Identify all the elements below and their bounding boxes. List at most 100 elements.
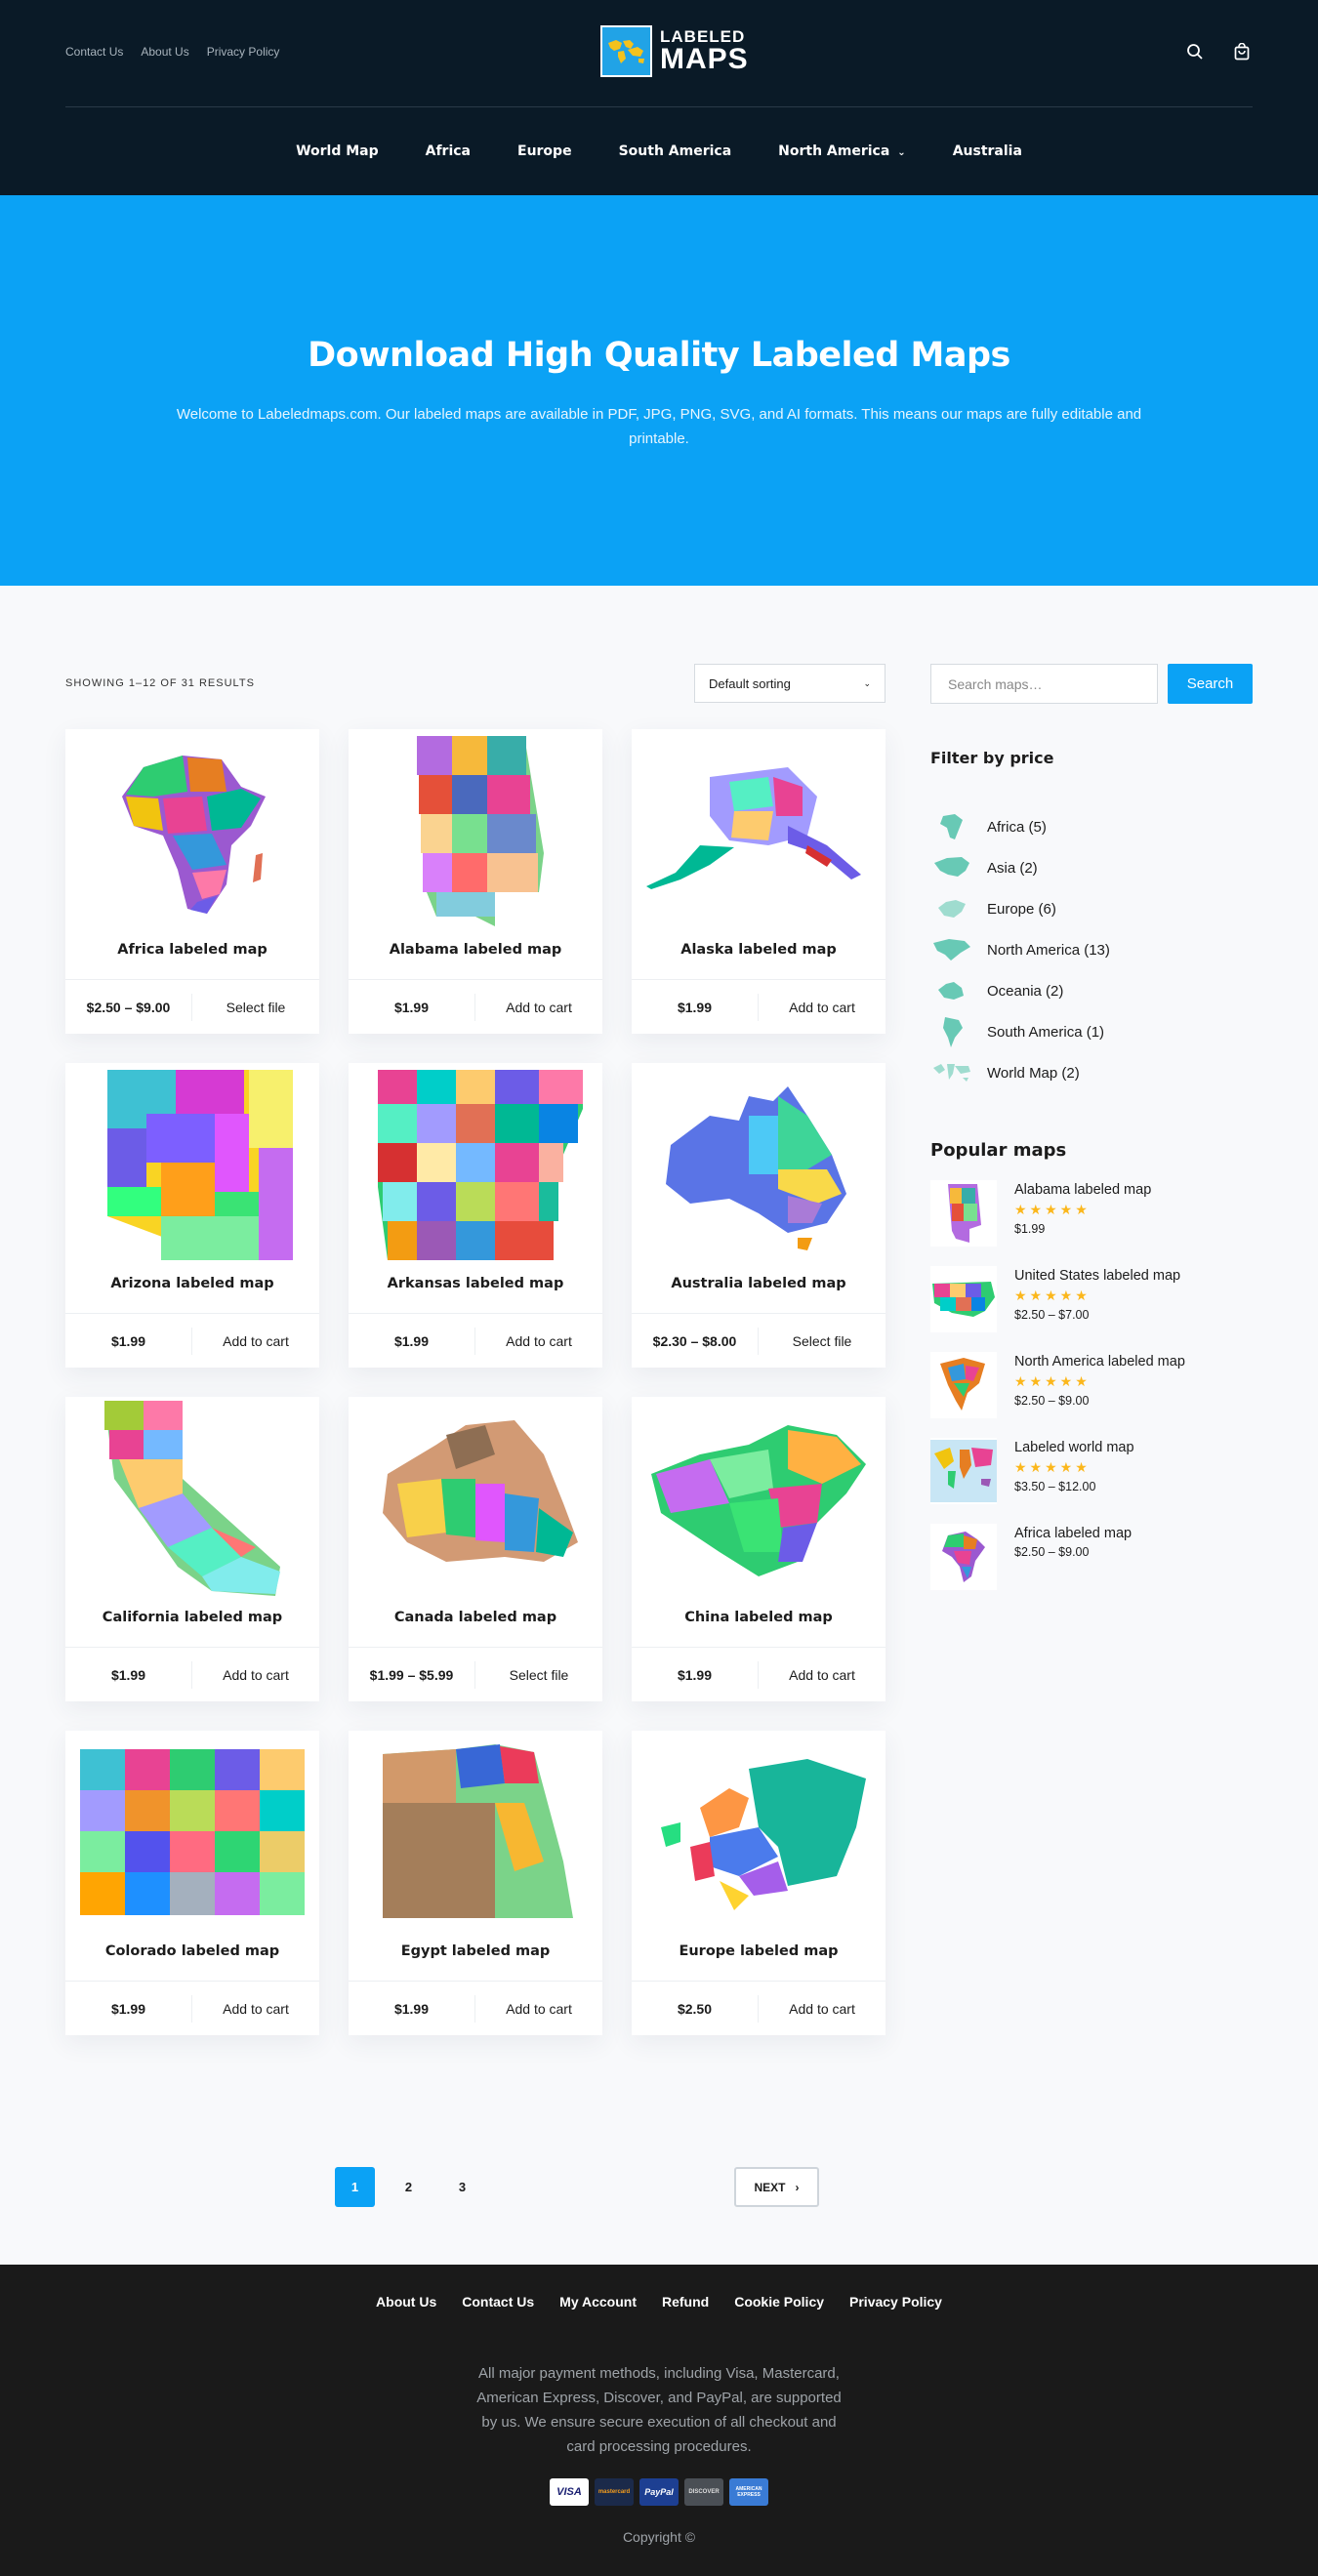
add-to-cart-button[interactable]: Add to cart xyxy=(506,1332,572,1349)
page-3-button[interactable]: 3 xyxy=(458,2180,467,2194)
product-image-australia[interactable] xyxy=(632,1063,886,1266)
category-world-map[interactable]: World Map (2) xyxy=(930,1052,1253,1093)
category-europe[interactable]: Europe (6) xyxy=(930,888,1253,929)
chevron-down-icon: ⌄ xyxy=(897,147,906,158)
add-to-cart-button[interactable]: Add to cart xyxy=(789,1666,855,1683)
category-asia[interactable]: Asia (2) xyxy=(930,847,1253,888)
product-card[interactable]: Africa labeled map $2.50 – $9.00 Select … xyxy=(65,729,319,1034)
footer-link-cookie[interactable]: Cookie Policy xyxy=(734,2294,825,2310)
category-oceania[interactable]: Oceania (2) xyxy=(930,970,1253,1011)
footer-link-about[interactable]: About Us xyxy=(376,2294,437,2310)
popular-thumb[interactable] xyxy=(930,1266,997,1332)
product-card[interactable]: Alabama labeled map $1.99 Add to cart xyxy=(349,729,602,1034)
product-image-alaska[interactable] xyxy=(632,729,886,932)
popular-thumb[interactable] xyxy=(930,1180,997,1247)
product-title[interactable]: Africa labeled map xyxy=(117,942,268,958)
popular-thumb[interactable] xyxy=(930,1524,997,1590)
footer-link-privacy[interactable]: Privacy Policy xyxy=(849,2294,942,2310)
top-link-privacy[interactable]: Privacy Policy xyxy=(206,45,280,59)
product-image-alabama[interactable] xyxy=(349,729,602,932)
page-1-button[interactable]: 1 xyxy=(335,2167,375,2207)
nav-south-america[interactable]: South America xyxy=(618,143,732,159)
category-africa[interactable]: Africa (5) xyxy=(930,806,1253,847)
add-to-cart-button[interactable]: Add to cart xyxy=(506,999,572,1015)
product-title[interactable]: Australia labeled map xyxy=(671,1276,846,1291)
product-image-arkansas[interactable] xyxy=(349,1063,602,1266)
select-file-button[interactable]: Select file xyxy=(226,999,286,1015)
product-card[interactable]: Arizona labeled map $1.99 Add to cart xyxy=(65,1063,319,1368)
category-south-america[interactable]: South America (1) xyxy=(930,1011,1253,1052)
select-file-button[interactable]: Select file xyxy=(509,1666,569,1683)
product-image-africa[interactable] xyxy=(65,729,319,932)
product-title[interactable]: Egypt labeled map xyxy=(400,1943,551,1959)
product-card[interactable]: California labeled map $1.99 Add to cart xyxy=(65,1397,319,1701)
add-to-cart-button[interactable]: Add to cart xyxy=(223,1666,289,1683)
product-title[interactable]: Colorado labeled map xyxy=(104,1943,280,1959)
product-price: $1.99 xyxy=(65,1327,192,1355)
product-image-colorado[interactable] xyxy=(65,1731,319,1934)
product-card[interactable]: Australia labeled map $2.30 – $8.00 Sele… xyxy=(632,1063,886,1368)
product-card[interactable]: Arkansas labeled map $1.99 Add to cart xyxy=(349,1063,602,1368)
top-link-contact[interactable]: Contact Us xyxy=(65,45,124,59)
cart-icon[interactable] xyxy=(1233,42,1253,62)
popular-name[interactable]: United States labeled map xyxy=(1014,1268,1181,1284)
popular-name[interactable]: North America labeled map xyxy=(1014,1354,1185,1370)
popular-name[interactable]: Alabama labeled map xyxy=(1014,1182,1152,1198)
product-title[interactable]: Canada labeled map xyxy=(393,1610,557,1625)
product-title[interactable]: Arizona labeled map xyxy=(110,1276,274,1291)
popular-name[interactable]: Africa labeled map xyxy=(1014,1526,1133,1541)
nav-north-america[interactable]: North America ⌄ xyxy=(755,143,929,159)
search-button[interactable]: Search xyxy=(1168,664,1253,704)
nav-australia[interactable]: Australia xyxy=(952,143,1022,159)
product-title[interactable]: China labeled map xyxy=(684,1610,833,1625)
product-image-egypt[interactable] xyxy=(349,1731,602,1934)
product-card[interactable]: Europe labeled map $2.50 Add to cart xyxy=(632,1731,886,2035)
product-image-europe[interactable] xyxy=(632,1731,886,1934)
select-file-button[interactable]: Select file xyxy=(792,1332,852,1349)
product-title[interactable]: Alabama labeled map xyxy=(389,942,562,958)
footer-link-refund[interactable]: Refund xyxy=(661,2294,710,2310)
nav-north-america-label: North America xyxy=(778,143,890,159)
product-title[interactable]: California labeled map xyxy=(102,1610,283,1625)
category-list: Africa (5) Asia (2) Europe (6) North Ame… xyxy=(930,806,1253,1093)
search-icon[interactable] xyxy=(1186,43,1206,62)
product-title[interactable]: Arkansas labeled map xyxy=(387,1276,564,1291)
footer-link-account[interactable]: My Account xyxy=(559,2294,637,2310)
popular-thumb[interactable] xyxy=(930,1438,997,1504)
product-image-canada[interactable] xyxy=(349,1397,602,1600)
product-card[interactable]: China labeled map $1.99 Add to cart xyxy=(632,1397,886,1701)
popular-item[interactable]: Alabama labeled map ★★★★★ $1.99 xyxy=(930,1180,1253,1247)
search-input[interactable]: Search maps… xyxy=(930,664,1158,704)
product-card[interactable]: Canada labeled map $1.99 – $5.99 Select … xyxy=(349,1397,602,1701)
popular-item[interactable]: Labeled world map ★★★★★ $3.50 – $12.00 xyxy=(930,1438,1253,1504)
add-to-cart-button[interactable]: Add to cart xyxy=(223,1332,289,1349)
popular-item[interactable]: Africa labeled map $2.50 – $9.00 xyxy=(930,1524,1253,1590)
nav-africa[interactable]: Africa xyxy=(425,143,471,159)
top-link-about[interactable]: About Us xyxy=(141,45,189,59)
site-logo[interactable]: LABELED MAPS xyxy=(600,25,749,77)
add-to-cart-button[interactable]: Add to cart xyxy=(789,2000,855,2017)
product-image-california[interactable] xyxy=(65,1397,319,1600)
add-to-cart-button[interactable]: Add to cart xyxy=(789,999,855,1015)
category-north-america[interactable]: North America (13) xyxy=(930,929,1253,970)
footer-link-contact[interactable]: Contact Us xyxy=(462,2294,535,2310)
popular-name[interactable]: Labeled world map xyxy=(1014,1440,1134,1455)
popular-thumb[interactable] xyxy=(930,1352,997,1418)
star-rating: ★★★★★ xyxy=(1014,1202,1091,1217)
product-card[interactable]: Egypt labeled map $1.99 Add to cart xyxy=(349,1731,602,2035)
product-card[interactable]: Colorado labeled map $1.99 Add to cart xyxy=(65,1731,319,2035)
popular-item[interactable]: United States labeled map ★★★★★ $2.50 – … xyxy=(930,1266,1253,1332)
product-image-arizona[interactable] xyxy=(65,1063,319,1266)
page-2-button[interactable]: 2 xyxy=(404,2180,413,2194)
popular-item[interactable]: North America labeled map ★★★★★ $2.50 – … xyxy=(930,1352,1253,1418)
nav-europe[interactable]: Europe xyxy=(517,143,572,159)
nav-world-map[interactable]: World Map xyxy=(296,143,379,159)
sorting-select[interactable]: Default sorting ⌄ xyxy=(694,664,886,703)
product-card[interactable]: Alaska labeled map $1.99 Add to cart xyxy=(632,729,886,1034)
product-title[interactable]: Alaska labeled map xyxy=(680,942,837,958)
add-to-cart-button[interactable]: Add to cart xyxy=(506,2000,572,2017)
next-page-button[interactable]: NEXT › xyxy=(734,2167,819,2207)
add-to-cart-button[interactable]: Add to cart xyxy=(223,2000,289,2017)
product-image-china[interactable] xyxy=(632,1397,886,1600)
product-title[interactable]: Europe labeled map xyxy=(679,1943,839,1959)
